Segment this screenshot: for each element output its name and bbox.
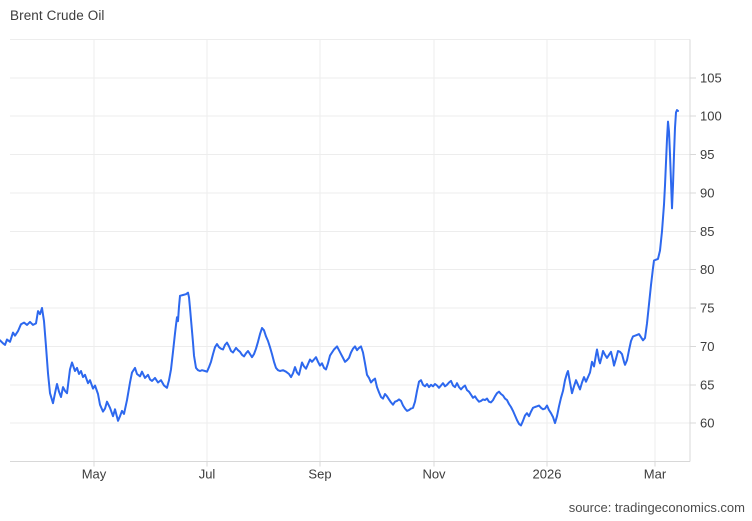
y-axis-label: 100 bbox=[700, 109, 722, 124]
source-credit: source: tradingeconomics.com bbox=[568, 500, 745, 515]
y-axis-label: 90 bbox=[700, 186, 714, 201]
x-axis-label: 2026 bbox=[533, 467, 562, 482]
x-axis-label: Mar bbox=[644, 467, 667, 482]
price-series-line bbox=[0, 109, 679, 427]
y-axis-label: 75 bbox=[700, 301, 714, 316]
chart-title: Brent Crude Oil bbox=[10, 8, 105, 23]
x-axis-label: Nov bbox=[422, 467, 446, 482]
y-axis-label: 105 bbox=[700, 70, 722, 85]
y-axis-label: 80 bbox=[700, 262, 714, 277]
y-axis-label: 70 bbox=[700, 339, 714, 354]
x-axis-label: May bbox=[82, 467, 107, 482]
x-axis-label: Sep bbox=[308, 467, 331, 482]
y-axis-label: 95 bbox=[700, 147, 714, 162]
y-axis-label: 60 bbox=[700, 416, 714, 431]
y-axis-label: 65 bbox=[700, 377, 714, 392]
y-axis-label: 85 bbox=[700, 224, 714, 239]
x-axis-label: Jul bbox=[199, 467, 216, 482]
